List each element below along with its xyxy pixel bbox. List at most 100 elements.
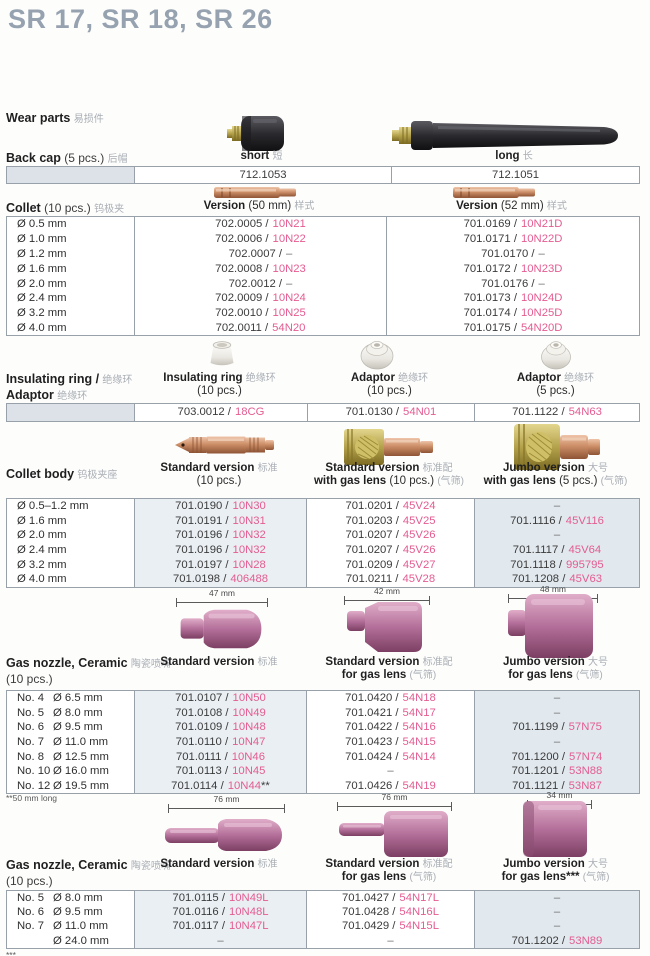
part-number-cell: 701.0175 /54N20D bbox=[386, 320, 639, 336]
long-header-cn: 长 bbox=[522, 151, 533, 162]
part-number-cell: 701.0171 /10N22D bbox=[386, 231, 639, 247]
collet-label: Collet (10 pcs.) 钨极夹 bbox=[6, 200, 124, 215]
table-row: Ø 4.0 mm 702.0011 /54N20 701.0175 /54N20D bbox=[7, 320, 639, 336]
part-number-cell: 701.0174 /10N25D bbox=[386, 305, 639, 321]
part-number-cell: 701.0421 /54N17 bbox=[306, 705, 474, 721]
part-number-cell: 701.0116 /10N48L bbox=[134, 905, 306, 920]
part-number-cell: – bbox=[306, 933, 474, 948]
part-number-cell: 702.0011 /54N20 bbox=[134, 320, 386, 336]
part-number-cell: 702.0010 /10N25 bbox=[134, 305, 386, 321]
part-number-cell: 702.0005 /10N21 bbox=[134, 217, 386, 232]
table-row: Ø 0.5–1.2 mm 701.0190 /10N30 701.0201 /45V… bbox=[7, 499, 639, 514]
part-number-cell: 701.0196 /10N32 bbox=[134, 542, 306, 558]
part-number-cell: – bbox=[474, 691, 639, 706]
insulating-table: 703.0012 /18CG 701.0130 /54N01 701.1122 … bbox=[6, 403, 640, 422]
part-number-cell: 701.0424 /54N14 bbox=[306, 749, 474, 764]
collet-body-standard-image bbox=[172, 430, 277, 460]
wear-parts-text: Wear parts bbox=[6, 111, 71, 125]
diameter-cell: Ø 24.0 mm bbox=[53, 934, 109, 947]
short-header-cn: 短 bbox=[272, 151, 283, 162]
gas-nozzle-gas-lens-image bbox=[344, 598, 426, 656]
part-number-cell: 712.1053 bbox=[134, 167, 391, 183]
part-number-cell: 702.0012 /– bbox=[134, 276, 386, 291]
part-number-cell: 701.0429 /54N15L bbox=[306, 919, 474, 934]
dimension-76mm-a: 76 mm bbox=[168, 794, 285, 813]
part-number-cell: 701.0201 /45V24 bbox=[306, 499, 474, 514]
diameter-cell: Ø 2.0 mm bbox=[17, 529, 67, 542]
part-number-cell: 712.1051 bbox=[391, 167, 639, 183]
nozzle2-gas-lens-header: Standard version 标准配 for gas lens (气筛) bbox=[325, 858, 453, 883]
back-cap-long-image bbox=[390, 114, 622, 158]
table-row: Ø 2.4 mm 701.0196 /10N32 701.0207 /45V26 70… bbox=[7, 542, 639, 558]
gas-nozzle-2-label: Gas nozzle, Ceramic 陶瓷喷嘴 (10 pcs.) bbox=[6, 858, 171, 888]
nozzle2-standard-header: Standard version 标准 bbox=[160, 858, 278, 870]
diameter-cell: Ø 0.5 mm bbox=[17, 218, 67, 231]
nozzle1-jumbo-header: Jumbo version 大号 for gas lens (气筛) bbox=[502, 656, 608, 681]
part-number-cell: 701.0428 /54N16L bbox=[306, 905, 474, 920]
nozzle1-gas-lens-header: Standard version 标准配 for gas lens (气筛) bbox=[325, 656, 453, 681]
part-number-cell: – bbox=[474, 528, 639, 543]
diameter-cell: Ø 1.2 mm bbox=[17, 247, 67, 260]
part-number-cell: 701.0423 /54N15 bbox=[306, 734, 474, 750]
part-number-cell: 701.0176 /– bbox=[386, 276, 639, 291]
collet-body-gas-lens-header: Standard version 标准配 with gas lens (10 p… bbox=[313, 462, 465, 487]
part-number-cell: 701.0207 /45V26 bbox=[306, 528, 474, 543]
part-number-cell: – bbox=[474, 891, 639, 906]
gas-nozzle-standard-image bbox=[176, 604, 266, 654]
part-number-cell: 702.0007 /– bbox=[134, 246, 386, 262]
part-number-cell: 701.0191 /10N31 bbox=[134, 513, 306, 529]
part-number-cell: 701.0420 /54N18 bbox=[306, 691, 474, 706]
table-row: Ø 3.2 mm 701.0197 /10N28 701.0209 /45V27 70… bbox=[7, 557, 639, 572]
wear-parts-label: Wear parts 易损件 bbox=[6, 110, 104, 125]
part-number-cell: 701.1199 /57N75 bbox=[474, 720, 639, 735]
table-row: Ø 4.0 mm 701.0198 /406488 701.0211 /45V28 7… bbox=[7, 571, 639, 587]
part-number-cell: 701.0110 /10N47 bbox=[134, 734, 306, 750]
part-number-cell: – bbox=[474, 919, 639, 934]
diameter-cell: Ø 2.4 mm bbox=[17, 544, 67, 557]
diameter-cell: Ø 4.0 mm bbox=[17, 573, 67, 586]
dimension-42mm: 42 mm bbox=[344, 586, 430, 605]
collet-50mm-image bbox=[213, 182, 298, 202]
part-number-cell: 701.1202 /53N89 bbox=[474, 933, 639, 948]
part-number-cell: 701.1201 /53N88 bbox=[474, 763, 639, 779]
insulating-ring-header: Insulating ring 绝缘环 (10 pcs.) bbox=[163, 372, 276, 397]
table-row: 712.1053 712.1051 bbox=[7, 167, 639, 183]
diameter-cell: Ø 1.6 mm bbox=[17, 514, 67, 527]
part-number-cell: 701.0108 /10N49 bbox=[134, 705, 306, 721]
table-row: Ø 24.0 mm – –701.1202 /53N89 bbox=[7, 933, 639, 948]
table-row: Ø 1.2 mm 702.0007 /–701.0170 /– bbox=[7, 246, 639, 262]
part-number-cell: 701.0197 /10N28 bbox=[134, 557, 306, 572]
table-row: Ø 1.0 mm 702.0006 /10N22 701.0171 /10N22D bbox=[7, 231, 639, 247]
part-number-cell: 701.0207 /45V26 bbox=[306, 542, 474, 558]
adaptor-10pcs-header: Adaptor 绝缘环 (10 pcs.) bbox=[350, 372, 429, 397]
adaptor-5pcs-header: Adaptor 绝缘环 (5 pcs.) bbox=[516, 372, 595, 397]
table-row: Ø 2.0 mm 701.0196 /10N32 701.0207 /45V26– bbox=[7, 528, 639, 543]
part-number-cell: 701.0169 /10N21D bbox=[386, 217, 639, 232]
short-header-text: short bbox=[240, 150, 270, 162]
dimension-47mm: 47 mm bbox=[176, 588, 268, 607]
table-row: Ø 1.6 mm 701.0191 /10N31 701.0203 /45V25 70… bbox=[7, 513, 639, 529]
diameter-cell: Ø 0.5–1.2 mm bbox=[17, 500, 89, 513]
part-number-cell: 701.0173 /10N24D bbox=[386, 290, 639, 306]
part-number-cell: 701.1200 /57N74 bbox=[474, 749, 639, 764]
part-number-cell: 701.0427 /54N17L bbox=[306, 891, 474, 906]
part-number-cell: 701.0117 /10N47L bbox=[134, 919, 306, 934]
gas-nozzle-1-label: Gas nozzle, Ceramic 陶瓷喷嘴 (10 pcs.) bbox=[6, 656, 171, 686]
adaptor-10pcs-image bbox=[358, 336, 396, 372]
part-number-cell: – bbox=[134, 933, 306, 948]
footnote-bottom: *** bbox=[6, 950, 16, 956]
back-cap-table: 712.1053 712.1051 bbox=[6, 166, 640, 184]
diameter-cell: Ø 1.6 mm bbox=[17, 262, 67, 275]
insulating-ring-image bbox=[205, 338, 239, 372]
diameter-cell: Ø 3.2 mm bbox=[17, 558, 67, 571]
part-number-cell: 701.1208 /45V63 bbox=[474, 571, 639, 587]
